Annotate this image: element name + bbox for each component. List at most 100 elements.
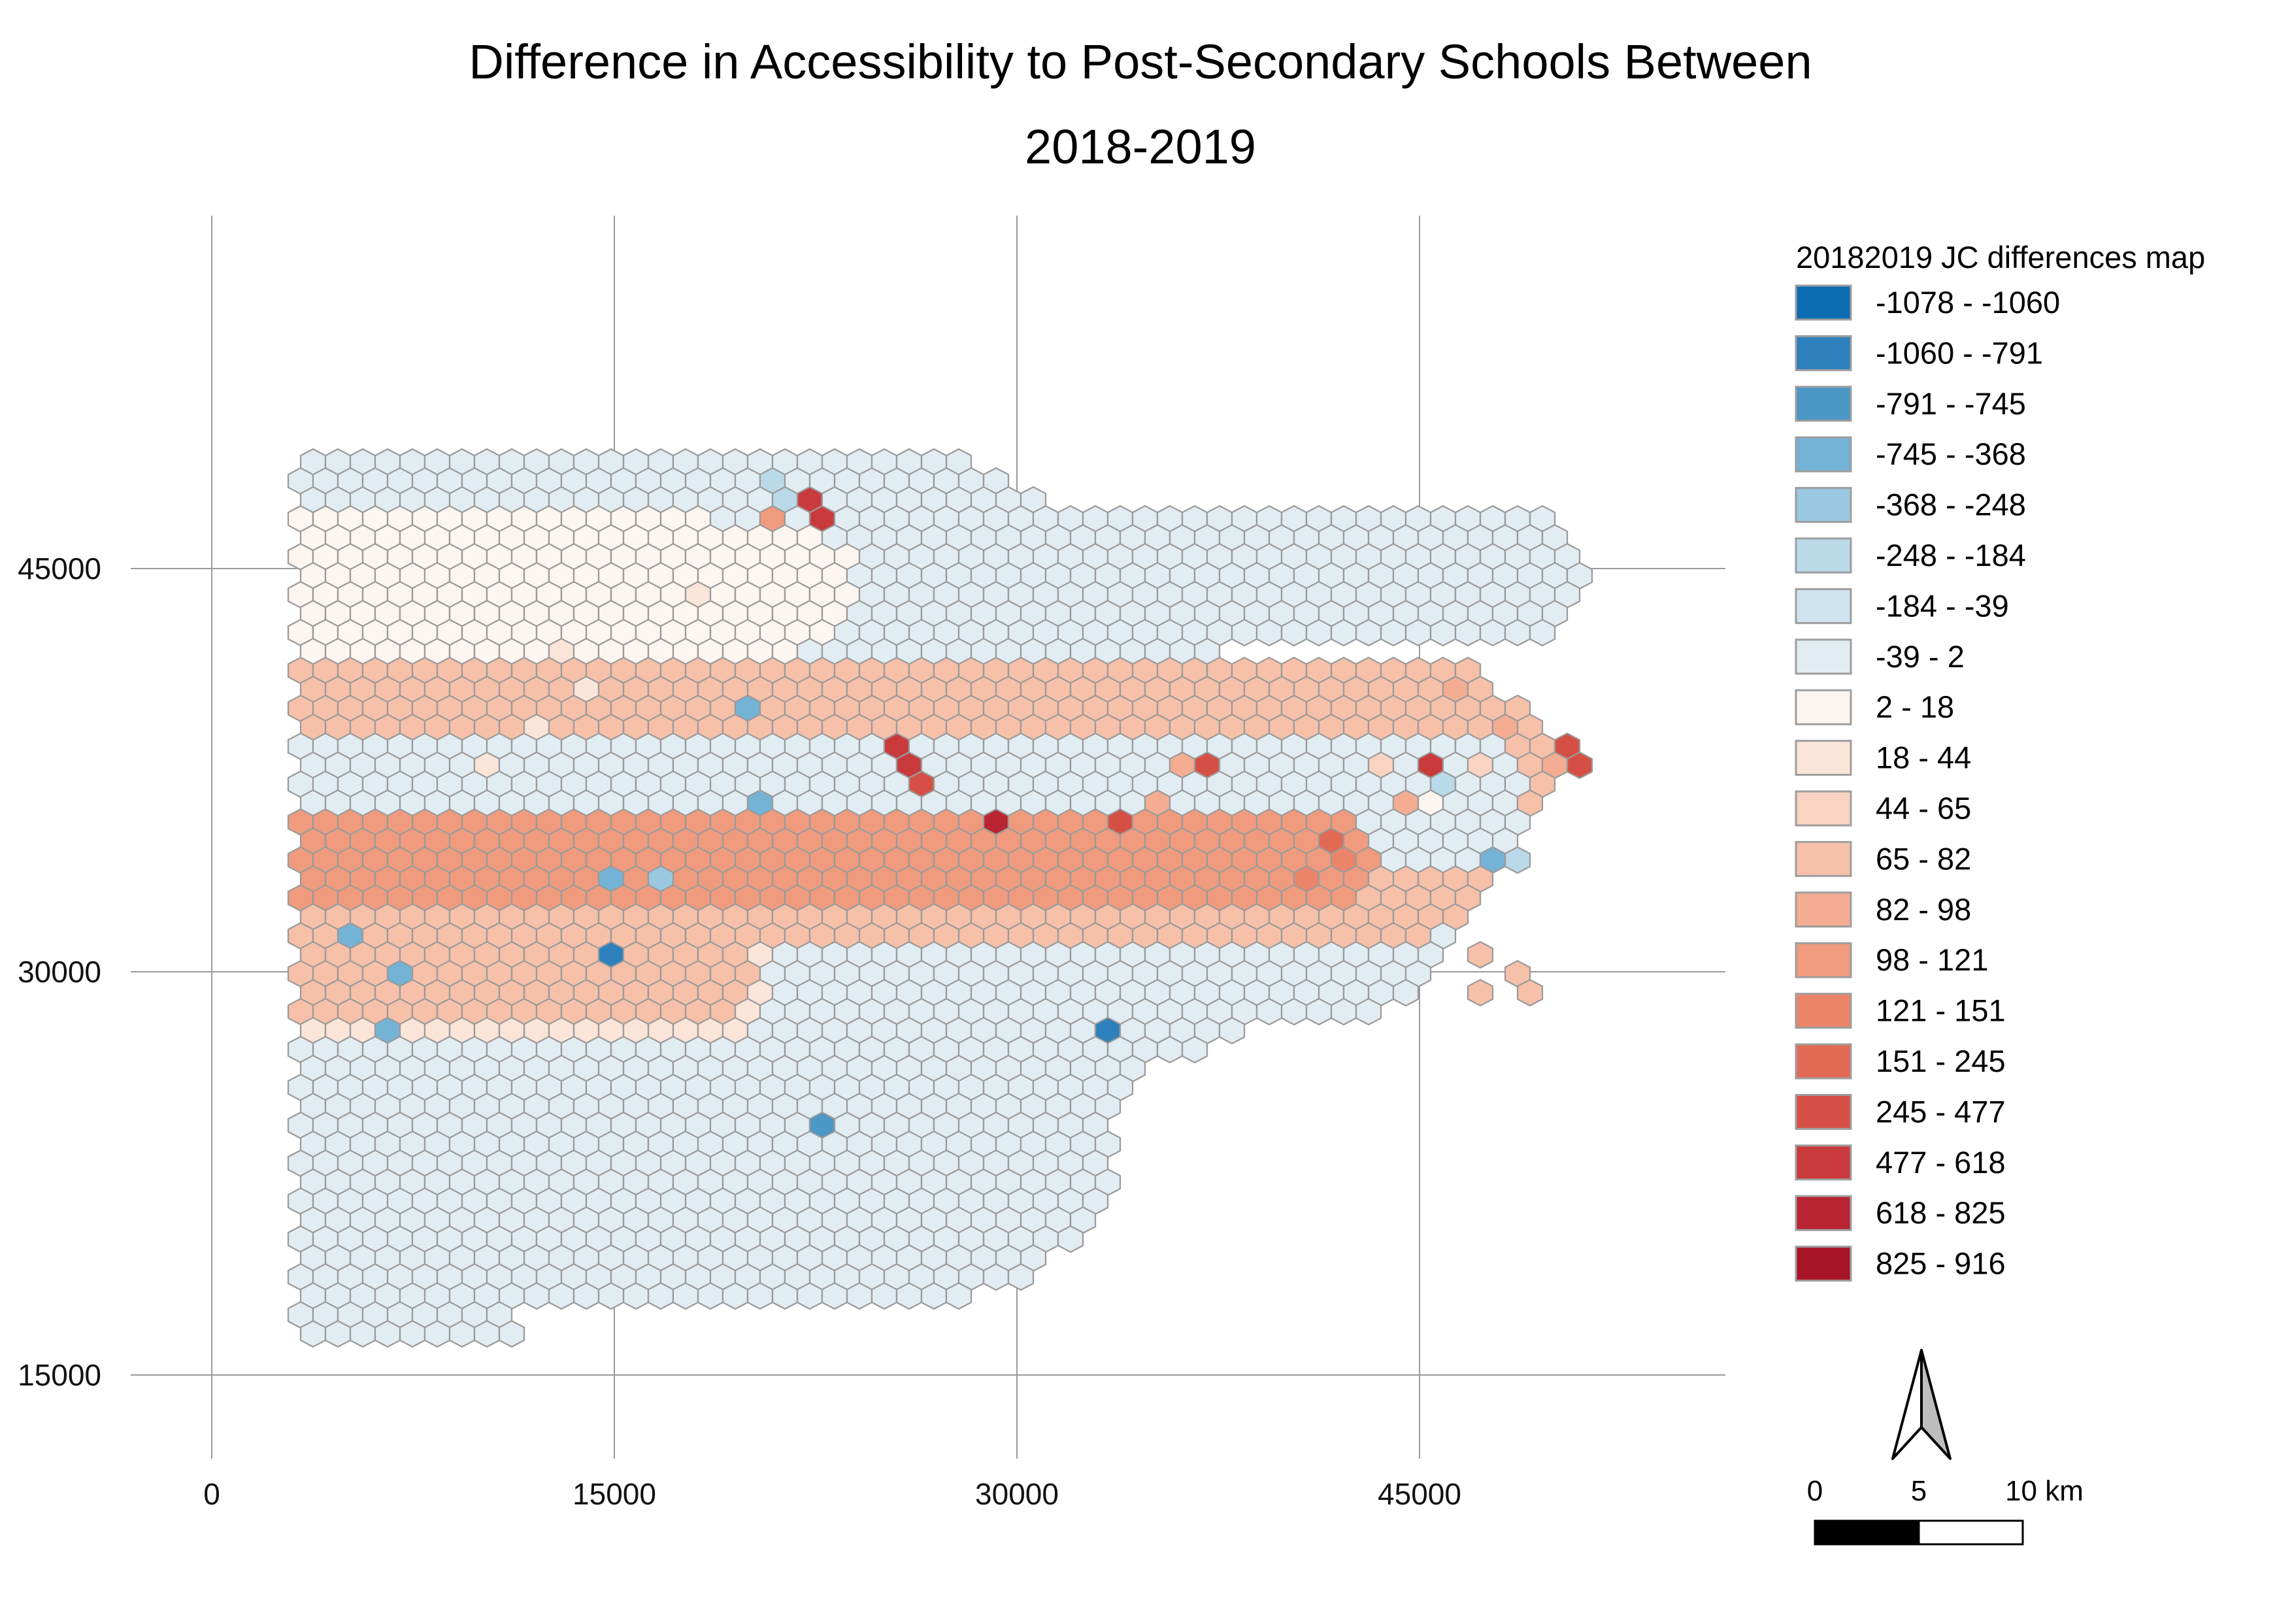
- hex-cell: [424, 1319, 451, 1348]
- legend-item: -745 - -368: [1795, 436, 2026, 472]
- hex-cell: [299, 1319, 327, 1348]
- hex-cell: [1280, 997, 1308, 1026]
- legend-item: 2 - 18: [1795, 689, 1954, 725]
- legend-swatch: [1795, 588, 1852, 624]
- legend-item-label: 18 - 44: [1876, 740, 1971, 775]
- north-arrow-icon: [1891, 1349, 1952, 1460]
- legend-item-label: 151 - 245: [1876, 1044, 2006, 1078]
- hex-cell: [523, 1282, 550, 1310]
- legend-swatch: [1795, 1246, 1852, 1282]
- map-title-line1: Difference in Accessibility to Post-Seco…: [469, 35, 1812, 89]
- hex-cell: [622, 1282, 650, 1310]
- scalebar-label: 10 km: [2005, 1475, 2084, 1507]
- hex-cell: [1255, 618, 1283, 647]
- north-arrow-right-half: [1920, 1349, 1952, 1460]
- legend-item: 825 - 916: [1795, 1246, 2006, 1282]
- legend-item: 151 - 245: [1795, 1043, 2006, 1080]
- x-axis-tick-label: 0: [203, 1477, 220, 1511]
- legend-swatch: [1795, 689, 1852, 725]
- legend-item: 82 - 98: [1795, 891, 1971, 928]
- legend-item: -1060 - -791: [1795, 335, 2043, 371]
- hex-cell: [945, 1282, 972, 1310]
- hex-cell: [1566, 751, 1593, 780]
- legend-items: -1078 - -1060 -1060 - -791 -791 - -745 -745…: [1795, 284, 2060, 1282]
- hex-cell: [1057, 1225, 1084, 1253]
- hex-cell: [821, 1282, 848, 1310]
- hex-cell: [1330, 618, 1357, 647]
- legend-item: 477 - 618: [1795, 1144, 2006, 1181]
- legend-item: 121 - 151: [1795, 993, 2006, 1029]
- hex-cell: [1504, 846, 1531, 874]
- hex-cell: [895, 1282, 923, 1310]
- legend-swatch: [1795, 942, 1852, 978]
- legend-swatch: [1795, 537, 1852, 574]
- legend-swatch: [1795, 638, 1852, 675]
- legend-item: -791 - -745: [1795, 386, 2026, 422]
- hex-cell: [1156, 1035, 1184, 1064]
- axis-tick-labels: 0 15000 30000 45000 45000 30000 15000: [18, 552, 1461, 1511]
- legend-item: 44 - 65: [1795, 790, 1971, 827]
- hex-cell: [1392, 978, 1420, 1007]
- hex-cell: [1007, 1263, 1035, 1291]
- legend-swatch: [1795, 436, 1852, 472]
- hex-cell: [846, 1282, 873, 1310]
- scale-bar: 0 5 10 km: [1807, 1475, 2084, 1546]
- legend-swatch: [1795, 790, 1852, 827]
- hex-cell: [498, 1319, 525, 1348]
- legend-item-label: -368 - -248: [1876, 488, 2026, 522]
- legend-item-label: -1078 - -1060: [1876, 285, 2060, 320]
- legend-item: 65 - 82: [1795, 840, 1971, 877]
- scalebar-black-segment: [1814, 1519, 1920, 1546]
- hex-cell: [1479, 618, 1506, 647]
- legend: 20182019 JC differences map -1078 - -106…: [1795, 240, 2205, 1282]
- legend-item-label: 825 - 916: [1876, 1246, 2006, 1281]
- hex-cell: [349, 1319, 376, 1348]
- legend-item-label: 2 - 18: [1876, 689, 1954, 724]
- legend-swatch: [1795, 1144, 1852, 1181]
- legend-swatch: [1795, 487, 1852, 523]
- legend-item: 618 - 825: [1795, 1195, 2006, 1231]
- hex-cell: [573, 1282, 600, 1310]
- hex-cell: [1404, 618, 1432, 647]
- legend-swatch: [1795, 386, 1852, 422]
- scalebar-white-segment: [1918, 1519, 2024, 1546]
- hex-cell: [548, 1282, 575, 1310]
- hex-cell: [1305, 997, 1333, 1026]
- hex-cell: [1529, 618, 1556, 647]
- legend-item: -248 - -184: [1795, 537, 2026, 574]
- legend-swatch: [1795, 335, 1852, 371]
- hex-cell: [597, 1282, 625, 1310]
- hex-cell: [1280, 618, 1308, 647]
- x-axis-tick-label: 30000: [975, 1477, 1059, 1511]
- hex-cell: [1454, 618, 1482, 647]
- x-axis-tick-label: 45000: [1378, 1477, 1461, 1511]
- hexbin-layer: [287, 448, 1593, 1348]
- legend-item-label: 121 - 151: [1876, 993, 2006, 1028]
- legend-item: -368 - -248: [1795, 487, 2026, 523]
- map-title-line2: 2018-2019: [1025, 120, 1256, 174]
- legend-item: -1078 - -1060: [1795, 284, 2060, 321]
- hex-cell: [374, 1319, 401, 1348]
- hex-cell: [448, 1319, 476, 1348]
- legend-item-label: -1060 - -791: [1876, 335, 2043, 370]
- hex-cell: [1429, 618, 1457, 647]
- hex-cell: [722, 1282, 749, 1310]
- y-axis-tick-label: 30000: [18, 955, 101, 989]
- legend-item-label: 477 - 618: [1876, 1145, 2006, 1180]
- legend-item: -184 - -39: [1795, 588, 2009, 624]
- legend-item-label: -791 - -745: [1876, 386, 2026, 421]
- legend-swatch: [1795, 891, 1852, 928]
- hex-cell: [697, 1282, 724, 1310]
- legend-item-label: -184 - -39: [1876, 588, 2009, 623]
- legend-swatch: [1795, 284, 1852, 321]
- legend-swatch: [1795, 740, 1852, 776]
- legend-item: 18 - 44: [1795, 740, 1971, 776]
- hex-cell: [672, 1282, 699, 1310]
- legend-item: 245 - 477: [1795, 1093, 2006, 1130]
- hex-cell: [1181, 1035, 1208, 1064]
- legend-swatch: [1795, 1195, 1852, 1231]
- hex-cell: [796, 1282, 823, 1310]
- legend-item-label: -248 - -184: [1876, 538, 2026, 572]
- legend-item: 98 - 121: [1795, 942, 1988, 978]
